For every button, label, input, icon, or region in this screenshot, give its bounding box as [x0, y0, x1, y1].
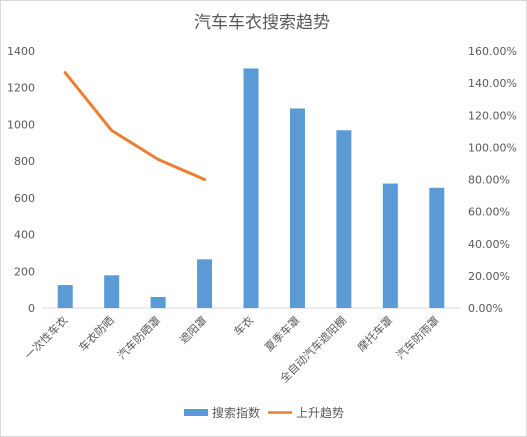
y-right-tick-label: 20.00%	[468, 270, 510, 283]
bar-2	[104, 275, 120, 308]
y-right-tick-label: 100.00%	[468, 141, 517, 154]
y-right-tick-label: 0.00%	[468, 302, 503, 315]
x-tick-label: 夏季车罩	[262, 313, 303, 354]
x-tick-label: 汽车防晒罩	[114, 313, 163, 362]
x-tick-label: 一次性车衣	[22, 313, 71, 362]
legend-label-line: 上升趋势	[296, 406, 344, 420]
y-left-tick-label: 400	[14, 229, 35, 242]
y-left-tick-label: 1000	[7, 118, 35, 131]
y-left-tick-label: 200	[14, 265, 35, 278]
y-left-tick-label: 1200	[7, 82, 35, 95]
bar-8	[382, 183, 398, 308]
y-left-tick-label: 600	[14, 192, 35, 205]
bar-9	[429, 187, 445, 308]
x-tick-label: 车衣	[231, 313, 256, 338]
line-group	[63, 71, 207, 181]
legend-swatch-bars	[184, 409, 208, 416]
bar-4	[197, 259, 213, 308]
x-tick-label: 汽车防雨罩	[393, 313, 442, 362]
bar-7	[336, 130, 352, 308]
x-tick-label: 摩托车罩	[354, 313, 395, 354]
bar-6	[289, 108, 305, 308]
y-right-tick-label: 120.00%	[468, 109, 517, 122]
y-left-tick-label: 0	[28, 302, 35, 315]
y-right-tick-label: 140.00%	[468, 77, 517, 90]
y-right-tick-label: 80.00%	[468, 174, 510, 187]
bar-1	[57, 285, 73, 308]
x-tick-label: 遮阳罩	[176, 313, 209, 346]
y-right-tick-label: 160.00%	[468, 45, 517, 58]
legend-label-bars: 搜索指数	[212, 405, 260, 420]
trend-line	[63, 71, 207, 181]
bars-group	[57, 68, 445, 308]
y-left-tick-label: 800	[14, 155, 35, 168]
y-right-tick-label: 40.00%	[468, 238, 510, 251]
y-right-tick-label: 60.00%	[468, 206, 510, 219]
y-left-tick-label: 1400	[7, 45, 35, 58]
x-tick-label: 车衣防晒	[76, 313, 117, 354]
bar-5	[243, 68, 259, 308]
legend: 搜索指数 上升趋势	[184, 405, 344, 420]
bar-3	[150, 296, 166, 308]
chart-title: 汽车车衣搜索趋势	[194, 13, 330, 33]
